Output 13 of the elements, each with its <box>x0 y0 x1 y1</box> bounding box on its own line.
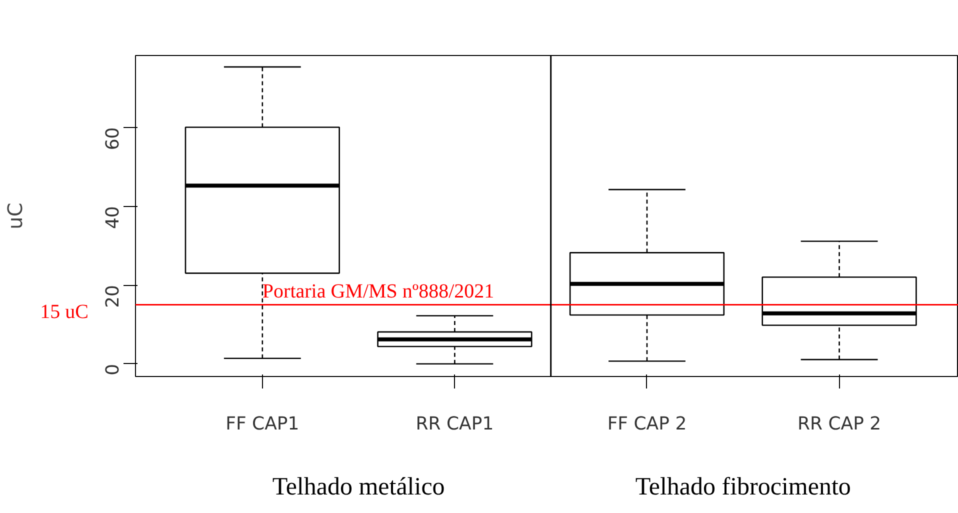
y-axis-title: uC <box>3 202 28 230</box>
y-tick-label: 20 <box>102 285 124 308</box>
y-tick-label: 60 <box>102 127 124 150</box>
text: Telhado fibrocimento <box>635 474 851 500</box>
x-tick-label: RR CAP 2 <box>797 414 882 434</box>
x-tick-label: FF CAP 2 <box>607 414 687 434</box>
y-tick-label: 40 <box>102 206 124 230</box>
x-tick-label: RR CAP1 <box>416 414 494 434</box>
text: 15 uC <box>40 300 89 323</box>
ref-line-label: Portaria GM/MS nº888/2021 <box>262 280 494 303</box>
text: Telhado metálico <box>272 474 445 500</box>
x-tick-label: FF CAP1 <box>226 414 300 434</box>
y-tick-label: 0 <box>102 364 124 376</box>
